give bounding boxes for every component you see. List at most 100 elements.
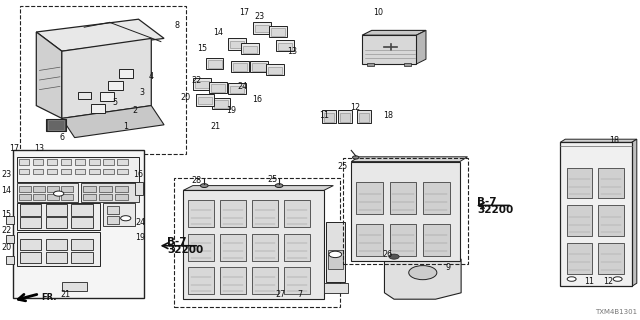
Bar <box>109 81 122 90</box>
Bar <box>356 182 383 214</box>
Bar <box>343 158 467 264</box>
Polygon shape <box>385 246 461 299</box>
Bar <box>17 232 100 266</box>
Text: 12: 12 <box>351 103 361 112</box>
Bar <box>173 178 340 307</box>
Bar <box>255 25 269 32</box>
Bar <box>598 168 624 198</box>
Bar <box>17 157 138 182</box>
Text: 22: 22 <box>1 226 12 235</box>
Text: 27: 27 <box>276 290 286 299</box>
Bar <box>188 200 214 227</box>
Bar <box>423 182 450 214</box>
Bar <box>91 104 105 113</box>
Bar <box>17 203 100 230</box>
Circle shape <box>353 156 359 159</box>
Bar <box>81 183 138 202</box>
Circle shape <box>89 191 99 196</box>
Text: 18: 18 <box>609 136 620 145</box>
Text: 24: 24 <box>136 218 145 227</box>
Bar <box>404 63 412 66</box>
Bar <box>340 113 350 122</box>
Bar <box>33 194 45 200</box>
Text: 24: 24 <box>237 82 248 91</box>
Bar <box>188 267 214 294</box>
Text: 7: 7 <box>298 290 303 299</box>
Text: TXM4B1301: TXM4B1301 <box>595 309 637 315</box>
Bar <box>212 98 230 109</box>
Bar <box>72 204 93 216</box>
Text: 15: 15 <box>197 44 207 52</box>
Bar <box>117 169 127 174</box>
Text: 13: 13 <box>287 47 297 56</box>
Bar <box>423 224 450 256</box>
Bar <box>252 63 266 71</box>
Bar <box>20 217 42 228</box>
Text: 18: 18 <box>383 111 393 120</box>
Bar <box>78 92 91 99</box>
Bar <box>598 205 624 236</box>
Text: 19: 19 <box>226 106 236 115</box>
Bar <box>230 41 244 48</box>
Bar <box>269 26 287 37</box>
Bar <box>47 169 58 174</box>
Bar <box>233 63 247 71</box>
Circle shape <box>120 216 131 221</box>
Bar <box>566 168 592 198</box>
Text: 2: 2 <box>132 106 138 115</box>
Bar <box>135 182 143 195</box>
Text: 14: 14 <box>1 186 12 195</box>
Bar <box>284 267 310 294</box>
Bar <box>33 169 44 174</box>
Bar <box>33 159 44 165</box>
Bar <box>188 234 214 261</box>
Bar <box>72 217 93 228</box>
Bar <box>220 200 246 227</box>
Polygon shape <box>62 38 151 118</box>
Bar <box>33 186 45 192</box>
Bar <box>250 61 268 72</box>
Polygon shape <box>36 19 164 51</box>
Polygon shape <box>417 30 426 64</box>
Bar <box>228 83 246 94</box>
Polygon shape <box>62 106 164 138</box>
Text: B-7: B-7 <box>477 196 497 207</box>
Bar <box>61 159 72 165</box>
Bar <box>117 159 127 165</box>
Polygon shape <box>362 30 426 35</box>
Text: 14: 14 <box>213 28 223 36</box>
Bar <box>90 159 100 165</box>
Bar <box>119 69 133 78</box>
Text: 26: 26 <box>383 250 393 259</box>
Text: 5: 5 <box>112 98 117 107</box>
Bar <box>61 194 73 200</box>
Bar <box>362 35 417 64</box>
Text: 9: 9 <box>446 263 451 272</box>
Bar <box>100 92 114 101</box>
Bar <box>598 243 624 274</box>
Text: 32200: 32200 <box>167 244 204 255</box>
Bar <box>115 194 127 200</box>
Bar <box>356 224 383 256</box>
Bar <box>19 194 31 200</box>
Bar <box>76 159 86 165</box>
Bar <box>6 235 14 243</box>
Bar <box>47 159 58 165</box>
Bar <box>566 205 592 236</box>
Bar <box>207 60 221 68</box>
Circle shape <box>200 184 208 188</box>
Bar <box>46 204 67 216</box>
Bar <box>61 186 73 192</box>
Text: 25: 25 <box>338 162 348 171</box>
Text: 17: 17 <box>9 144 19 153</box>
Bar <box>359 113 369 122</box>
Text: 32200: 32200 <box>477 204 513 215</box>
Bar <box>99 194 111 200</box>
Bar <box>13 150 143 298</box>
Bar <box>284 200 310 227</box>
Circle shape <box>275 184 283 188</box>
Text: 8: 8 <box>174 21 179 30</box>
Bar <box>252 234 278 261</box>
Polygon shape <box>560 139 637 142</box>
Bar <box>62 282 88 291</box>
